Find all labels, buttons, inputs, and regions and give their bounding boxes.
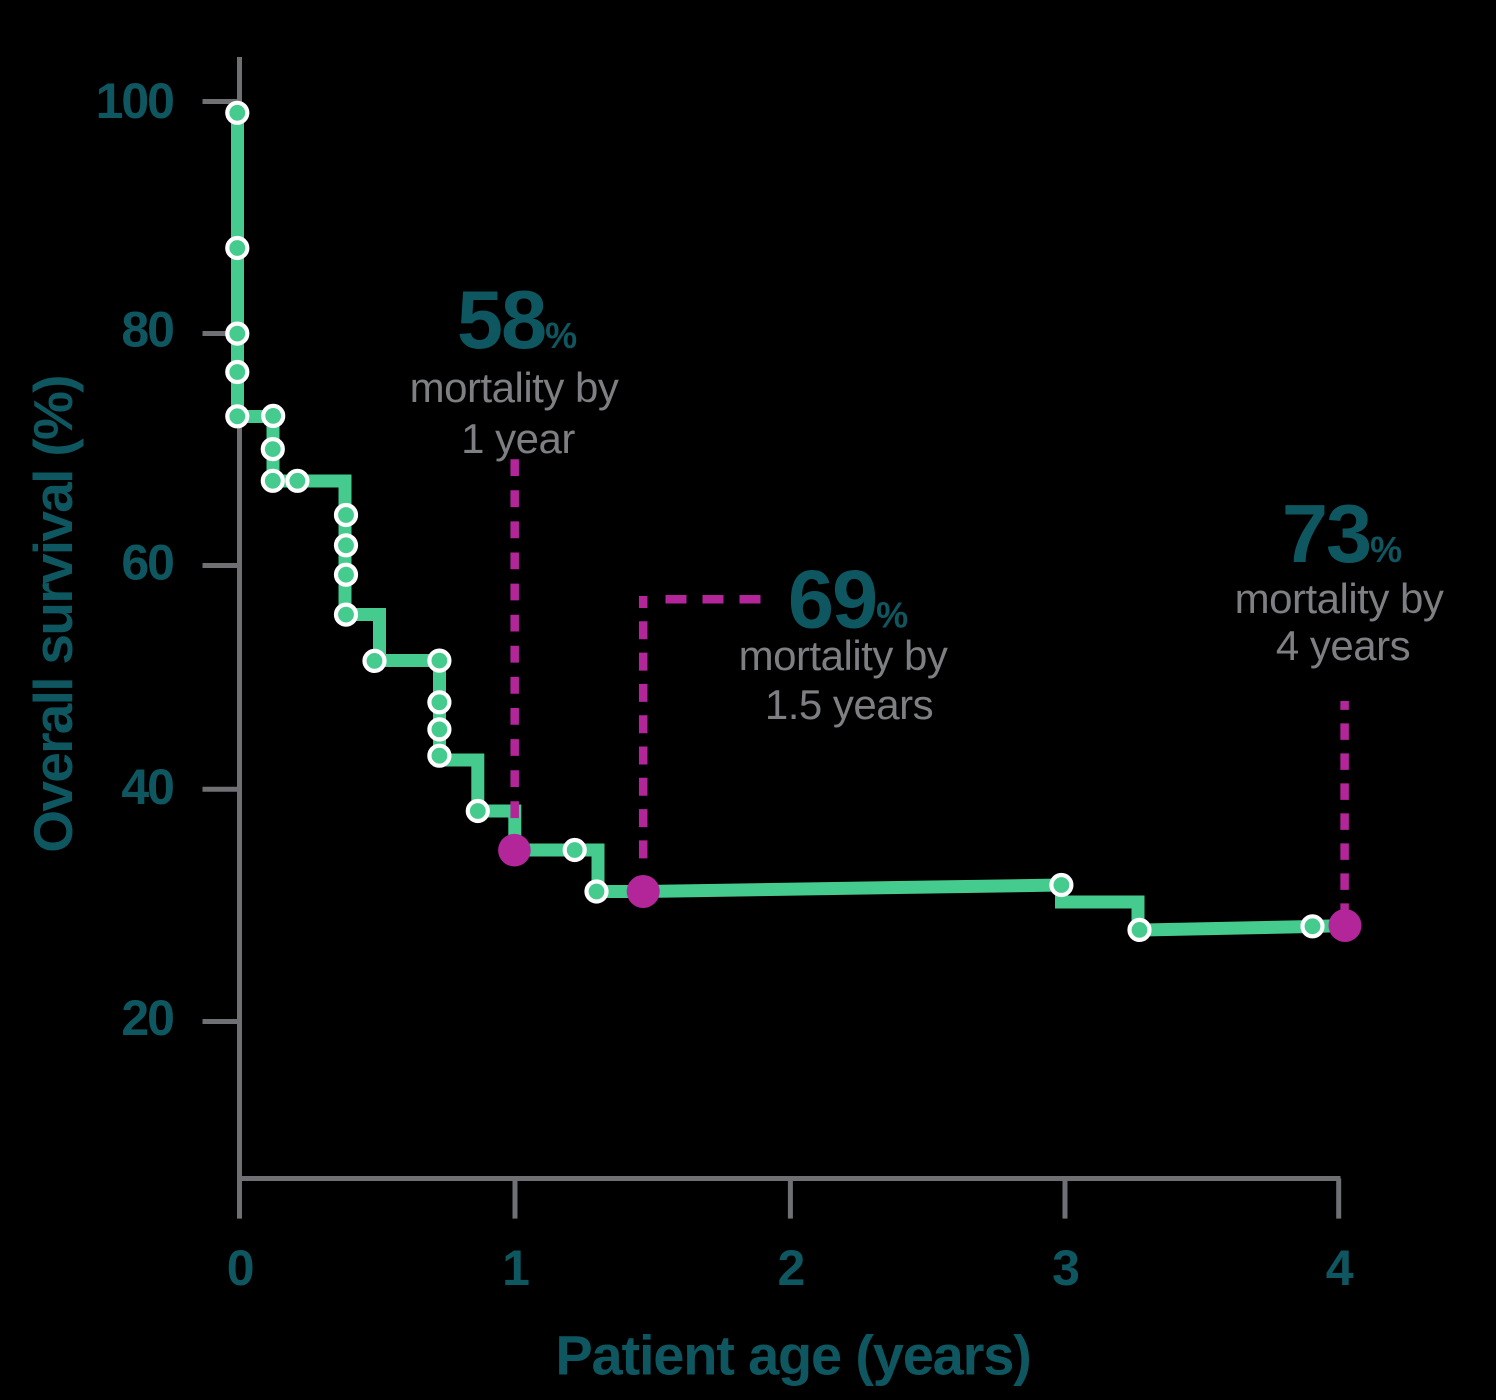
svg-text:69%: 69% — [788, 553, 908, 646]
svg-text:1: 1 — [502, 1240, 529, 1296]
svg-text:100: 100 — [96, 73, 174, 129]
svg-text:20: 20 — [121, 990, 173, 1046]
svg-text:1.5 years: 1.5 years — [765, 681, 933, 728]
svg-text:73%: 73% — [1282, 487, 1402, 580]
svg-text:80: 80 — [121, 302, 173, 358]
svg-text:1 year: 1 year — [461, 415, 575, 462]
svg-text:3: 3 — [1052, 1240, 1078, 1296]
svg-text:Patient age (years): Patient age (years) — [555, 1324, 1030, 1387]
svg-text:2: 2 — [777, 1240, 803, 1296]
svg-text:Overall survival (%): Overall survival (%) — [22, 376, 84, 853]
svg-text:mortality by: mortality by — [739, 632, 948, 679]
svg-text:58%: 58% — [457, 273, 577, 366]
svg-text:mortality by: mortality by — [410, 364, 619, 411]
svg-text:4: 4 — [1326, 1240, 1354, 1296]
svg-text:0: 0 — [227, 1240, 253, 1296]
svg-text:mortality by: mortality by — [1235, 575, 1444, 622]
svg-text:40: 40 — [121, 759, 173, 815]
svg-text:60: 60 — [121, 535, 173, 591]
svg-text:4 years: 4 years — [1276, 622, 1410, 669]
